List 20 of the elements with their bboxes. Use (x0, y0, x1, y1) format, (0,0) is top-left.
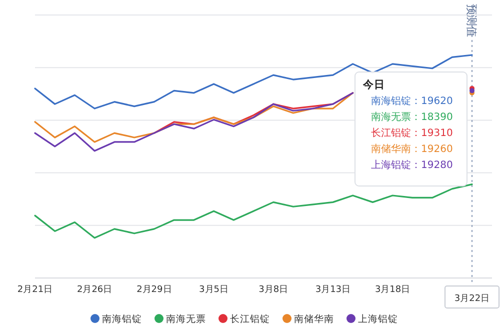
x-tick-label: 2月26日 (76, 285, 112, 295)
ref-line-label: 预测值 (465, 4, 478, 37)
legend-label: 南海铝锭 (102, 313, 142, 325)
annotation: 上海铝锭：19280 (371, 159, 453, 171)
x-tick-label: 3月8日 (258, 285, 288, 295)
x-tick-label: 3月18日 (374, 285, 410, 295)
x-tick-label: 2月29日 (136, 285, 172, 295)
legend-label: 长江铝锭 (230, 313, 270, 325)
x-tick-label: 3月5日 (199, 285, 228, 295)
annotation: 长江铝锭：19310 (371, 127, 453, 139)
legend-label: 上海铝锭 (358, 313, 398, 325)
annotation: 南储华南：19260 (371, 143, 453, 155)
x-tick-label: 3月13日 (315, 285, 351, 295)
annotation: 今日 (362, 78, 385, 91)
legend-label: 南储华南 (294, 313, 334, 325)
annotation: 南海铝锭：19620 (371, 95, 453, 107)
legend-label: 南海无票 (166, 313, 206, 325)
annotation: 南海无票：18390 (371, 111, 453, 123)
x-tick-label: 2月21日 (17, 285, 53, 295)
x-tick-label: 3月22日 (454, 294, 490, 304)
